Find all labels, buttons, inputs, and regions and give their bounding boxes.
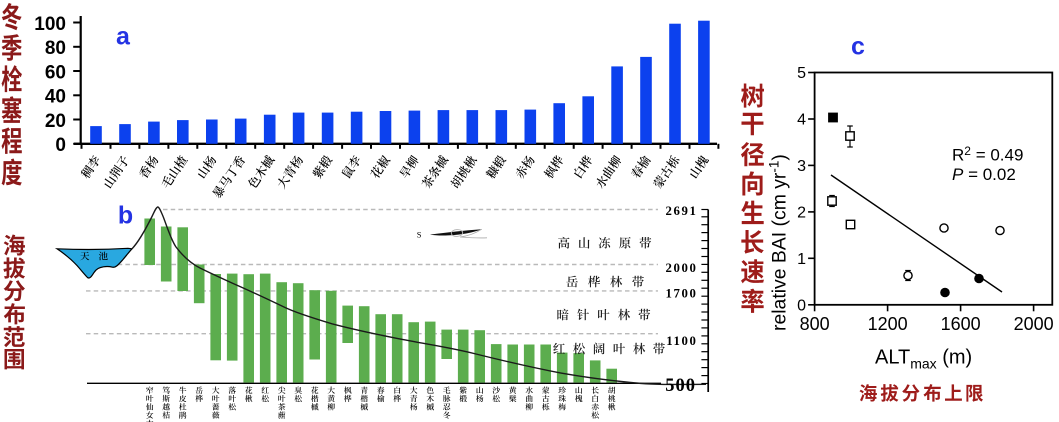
svg-text:relative BAI (cm yr-1): relative BAI (cm yr-1) [767, 154, 791, 331]
svg-text:3: 3 [797, 158, 806, 175]
svg-text:1600: 1600 [941, 314, 981, 334]
svg-text:2: 2 [797, 204, 806, 221]
svg-text:a: a [116, 23, 131, 51]
svg-text:5: 5 [797, 65, 806, 82]
svg-text:0: 0 [797, 297, 806, 314]
svg-text:80: 80 [45, 38, 66, 59]
svg-text:ALTmax (m): ALTmax (m) [875, 347, 972, 372]
svg-text:1200: 1200 [868, 314, 908, 334]
svg-text:800: 800 [800, 314, 830, 334]
svg-text:1100: 1100 [666, 334, 697, 348]
svg-text:2000: 2000 [1014, 314, 1054, 334]
svg-text:40: 40 [45, 87, 66, 108]
svg-text:20: 20 [45, 111, 66, 132]
svg-text:S: S [417, 230, 422, 240]
svg-text:100: 100 [34, 14, 66, 35]
svg-text:2000: 2000 [666, 261, 698, 275]
svg-text:P = 0.02: P = 0.02 [952, 165, 1016, 184]
svg-text:2691: 2691 [666, 204, 698, 218]
svg-text:60: 60 [45, 62, 66, 83]
svg-text:500: 500 [665, 376, 696, 396]
svg-text:R2 = 0.49: R2 = 0.49 [952, 144, 1023, 165]
svg-text:c: c [851, 33, 865, 61]
svg-text:1700: 1700 [666, 286, 698, 300]
svg-text:b: b [118, 202, 133, 230]
svg-text:1: 1 [797, 251, 806, 268]
svg-text:0: 0 [55, 135, 66, 156]
svg-text:4: 4 [797, 112, 806, 129]
